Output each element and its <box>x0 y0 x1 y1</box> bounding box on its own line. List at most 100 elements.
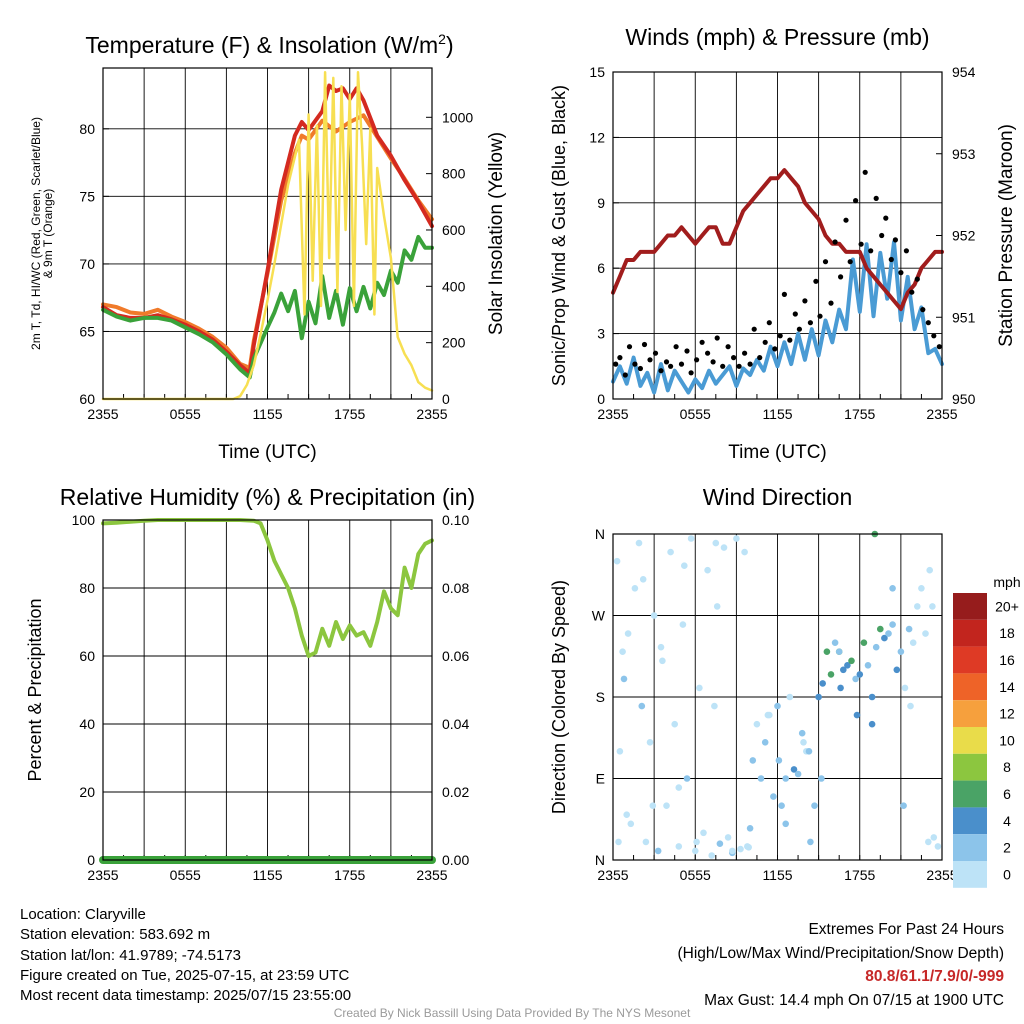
gust-point <box>792 311 798 317</box>
direction-point <box>872 643 880 651</box>
dir-frame <box>612 533 943 861</box>
gust-point <box>920 307 926 313</box>
wind-y2tick-label: 953 <box>952 146 976 162</box>
direction-point <box>864 662 872 669</box>
direction-point <box>786 693 794 701</box>
temp-series-2m-td <box>101 234 434 380</box>
rh-title: Relative Humidity (%) & Precipitation (i… <box>60 484 475 510</box>
gust-point <box>710 359 716 365</box>
dir-ytick-label: S <box>596 689 605 705</box>
temp-y2tick-label: 600 <box>442 222 466 238</box>
temp-y2label: Solar Insolation (Yellow) <box>486 132 507 335</box>
gust-point <box>626 344 633 350</box>
direction-point <box>627 820 635 828</box>
direction-point <box>853 711 861 719</box>
direction-point <box>737 845 744 853</box>
station-latlon: Station lat/lon: 41.9789; -74.5173 <box>20 946 242 964</box>
most-recent-timestamp: Most recent data timestamp: 2025/07/15 2… <box>20 987 352 1005</box>
direction-point <box>642 838 650 846</box>
direction-point <box>860 639 868 646</box>
gust-point <box>847 259 853 265</box>
direction-point <box>716 840 724 847</box>
extremes-subtitle: (High/Low/Max Wind/Precipitation/Snow De… <box>677 944 1005 962</box>
colorbar-title: mph <box>993 574 1020 590</box>
gust-point <box>822 259 829 265</box>
direction-point <box>930 834 938 841</box>
gust-point <box>883 215 889 221</box>
direction-point <box>831 639 839 646</box>
colorbar-swatch <box>953 673 987 701</box>
direction-point <box>671 720 678 728</box>
gust-point <box>641 341 648 348</box>
direction-point <box>733 535 740 542</box>
direction-point <box>881 634 888 642</box>
direction-point <box>877 625 884 633</box>
direction-point <box>616 748 624 755</box>
rh-y2tick-label: 0.10 <box>442 512 469 528</box>
colorbar-label: 16 <box>999 652 1015 668</box>
direction-point <box>868 720 876 728</box>
direction-point <box>782 775 789 782</box>
direction-point <box>934 843 942 850</box>
dir-ytick-label: W <box>592 608 606 624</box>
direction-point <box>753 720 761 728</box>
direction-point <box>901 684 909 692</box>
direction-point <box>675 843 683 850</box>
direction-point <box>770 793 777 800</box>
colorbar: mph 20+ 18 16 14 12 10 8 6 4 2 0 <box>953 574 1021 888</box>
direction-point <box>623 811 630 818</box>
extremes-values: 80.8/61.1/7.9/0/-999 <box>865 968 1004 985</box>
direction-point <box>654 847 662 855</box>
rh-y2tick-label: 0.06 <box>442 648 469 664</box>
station-info: Location: Claryville Station elevation: … <box>20 905 351 1006</box>
dir-xtick-label: 2355 <box>597 867 628 883</box>
colorbar-swatch <box>953 593 987 620</box>
wind-gust-points <box>613 169 942 378</box>
direction-point <box>823 648 831 655</box>
gust-point <box>747 361 753 367</box>
temp-xtick-label: 2355 <box>416 406 447 422</box>
direction-point <box>929 603 936 610</box>
colorbar-swatch <box>953 727 987 754</box>
direction-point <box>844 662 851 669</box>
gust-point <box>731 355 737 361</box>
rh-ytick-label: 60 <box>79 648 95 664</box>
colorbar-swatch <box>953 834 987 861</box>
extremes-title: Extremes For Past 24 Hours <box>808 921 1004 938</box>
wind-y2tick-label: 952 <box>952 228 976 244</box>
direction-point <box>885 630 892 637</box>
colorbar-swatch <box>953 780 987 808</box>
colorbar-swatch <box>953 753 987 781</box>
direction-point <box>856 671 864 678</box>
gust-point <box>853 198 859 204</box>
gust-point <box>879 232 885 239</box>
colorbar-label: 4 <box>1003 813 1011 829</box>
direction-point <box>696 684 703 692</box>
direction-point <box>757 775 765 782</box>
direction-point <box>749 757 757 764</box>
rh-xtick-label: 1155 <box>252 867 282 883</box>
wind-y2label: Station Pressure (Maroon) <box>996 124 1017 347</box>
gust-point <box>694 357 700 363</box>
gust-point <box>742 350 748 356</box>
gust-point <box>777 333 783 339</box>
wind-xtick-label: 1155 <box>762 406 792 422</box>
direction-point <box>794 770 802 778</box>
direction-point <box>619 648 626 655</box>
direction-point <box>925 838 932 846</box>
rh-ytick-label: 20 <box>79 784 95 800</box>
gust-point <box>796 326 803 332</box>
dir-ytick-label: E <box>596 771 605 787</box>
dir-xtick-label: 2355 <box>926 867 957 883</box>
station-elevation: Station elevation: 583.692 m <box>20 926 211 944</box>
colorbar-label: 14 <box>999 679 1015 695</box>
direction-point <box>704 566 711 574</box>
gust-point <box>668 363 674 369</box>
direction-point <box>889 621 896 628</box>
direction-point <box>848 657 855 665</box>
colorbar-label: 12 <box>999 706 1015 722</box>
direction-point <box>675 784 683 791</box>
